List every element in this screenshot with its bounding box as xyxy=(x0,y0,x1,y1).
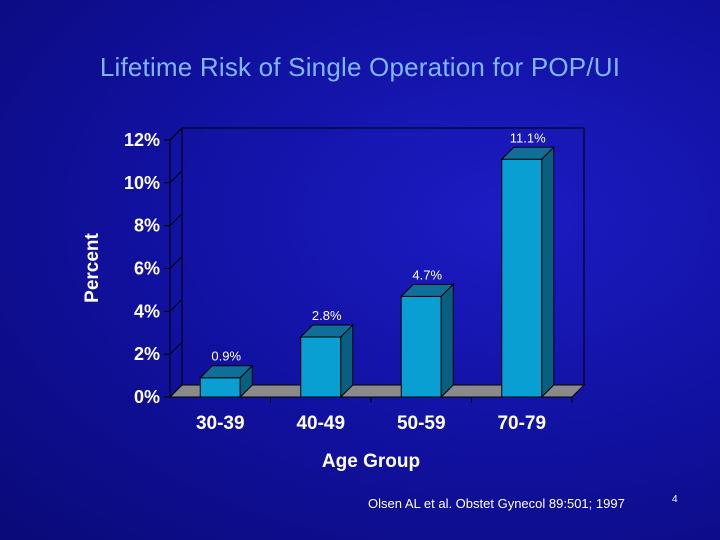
y-tick-label: 10% xyxy=(124,173,160,193)
y-tick-label: 12% xyxy=(124,130,160,150)
y-axis-title: Percent xyxy=(82,232,103,302)
data-label: 0.9% xyxy=(211,349,241,364)
data-label: 11.1% xyxy=(510,130,546,145)
y-tick-depth xyxy=(169,384,183,398)
data-label: 4.7% xyxy=(412,267,442,282)
slide-title: Lifetime Risk of Single Operation for PO… xyxy=(99,52,621,82)
y-tick-label: 2% xyxy=(134,344,160,364)
bar-side-30-39 xyxy=(239,364,253,399)
y-tick-label: 4% xyxy=(134,301,160,321)
x-axis-title: Age Group xyxy=(322,451,420,472)
y-tick-depth xyxy=(169,127,183,141)
y-tick-depth xyxy=(169,256,183,269)
citation: Olsen AL et al. Obstet Gynecol 89:501; 1… xyxy=(368,496,625,511)
y-tick-depth xyxy=(169,341,183,355)
y-tick-depth xyxy=(169,298,183,312)
y-tick-depth xyxy=(169,170,183,184)
data-label: 2.8% xyxy=(312,308,342,323)
bar-50-59 xyxy=(400,295,442,398)
x-tick-label: 30-39 xyxy=(196,413,245,434)
bar-side-50-59 xyxy=(440,283,454,399)
x-tick-label: 40-49 xyxy=(296,413,345,434)
bar-70-79 xyxy=(501,158,543,398)
page-number: 4 xyxy=(672,494,678,505)
y-tick-label: 8% xyxy=(134,216,160,236)
x-tick-label: 50-59 xyxy=(397,413,446,434)
bar-side-70-79 xyxy=(541,146,555,399)
bar-40-49 xyxy=(300,336,342,398)
bar-side-40-49 xyxy=(340,323,354,399)
y-tick-depth xyxy=(169,213,183,227)
x-tick-label: 70-79 xyxy=(497,413,546,434)
bar-30-39 xyxy=(199,377,241,398)
y-tick-label: 6% xyxy=(134,259,160,279)
y-tick-label: 0% xyxy=(134,387,160,407)
